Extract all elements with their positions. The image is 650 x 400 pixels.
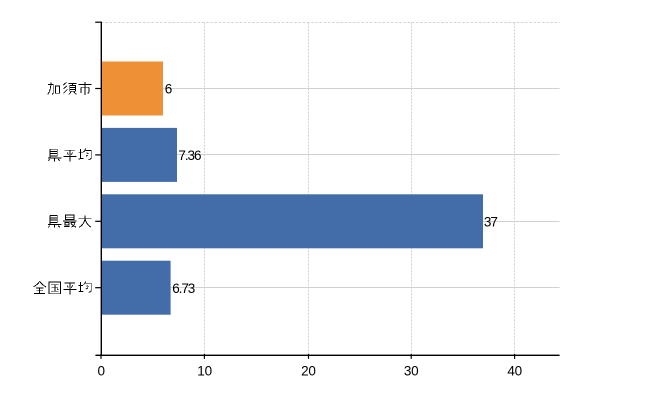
svg-text:6.73: 6.73 xyxy=(172,281,195,296)
svg-text:0: 0 xyxy=(98,363,105,378)
svg-text:10: 10 xyxy=(197,363,212,378)
svg-text:37: 37 xyxy=(484,214,497,229)
svg-text:40: 40 xyxy=(507,363,522,378)
svg-text:20: 20 xyxy=(301,363,316,378)
svg-text:30: 30 xyxy=(404,363,419,378)
svg-text:6: 6 xyxy=(165,82,172,97)
svg-text:7.36: 7.36 xyxy=(178,148,201,163)
